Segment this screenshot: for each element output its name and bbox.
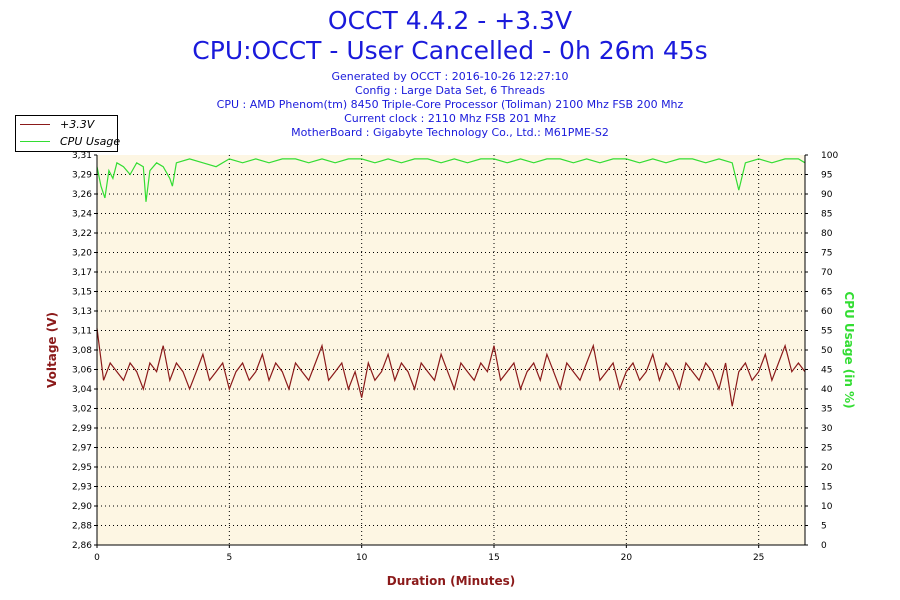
info-clock: Current clock : 2110 Mhz FSB 201 Mhz: [344, 112, 556, 125]
legend-label-cpu-usage: CPU Usage: [60, 135, 121, 148]
y2-tick-label: 10: [821, 502, 833, 512]
y-tick-label: 3,26: [72, 190, 92, 200]
y-tick-label: 3,08: [72, 346, 92, 356]
legend-label-voltage: +3.3V: [60, 118, 95, 131]
x-tick-label: 0: [94, 553, 100, 563]
series-line-cpu-usage: [96, 158, 806, 202]
x-tick-label: 5: [226, 553, 232, 563]
tick-labels: 2,86 02,88 52,90 102,93 152,95 202,97 252,99 30…: [72, 151, 838, 563]
info-motherboard: MotherBoard : Gigabyte Technology Co., L…: [291, 126, 609, 139]
y2-tick-label: 50: [821, 346, 833, 356]
y2-tick-label: 85: [821, 210, 832, 220]
y2-tick-label: 45: [821, 366, 832, 376]
y2-tick-label: 100: [821, 151, 838, 161]
legend-item-cpu-usage: CPU Usage: [20, 134, 120, 150]
legend-swatch-voltage: [20, 124, 50, 125]
y-tick-label: 3,17: [72, 268, 92, 278]
info-generated: Generated by OCCT : 2016-10-26 12:27:10: [331, 70, 569, 83]
y2-tick-label: 15: [821, 483, 832, 493]
y2-tick-label: 35: [821, 405, 832, 415]
y-tick-label: 2,90: [72, 502, 92, 512]
y2-tick-label: 60: [821, 307, 833, 317]
y2-tick-label: 40: [821, 385, 833, 395]
y2-tick-label: 30: [821, 424, 833, 434]
y-tick-label: 3,20: [72, 249, 92, 259]
chart-title: OCCT 4.4.2 - +3.3V: [327, 6, 573, 35]
grid-lines: [97, 155, 805, 545]
series-lines: [96, 158, 806, 407]
y-axis-label: Voltage (V): [45, 312, 59, 388]
y-tick-label: 3,22: [72, 229, 92, 239]
legend: +3.3V CPU Usage: [15, 115, 120, 152]
y2-tick-label: 95: [821, 171, 832, 181]
x-tick-label: 25: [753, 553, 764, 563]
series-line-voltage: [96, 328, 806, 407]
legend-item-voltage: +3.3V: [20, 117, 116, 133]
x-axis-label: Duration (Minutes): [387, 574, 515, 588]
y-tick-label: 3,29: [72, 171, 92, 181]
y-tick-label: 2,99: [72, 424, 92, 434]
y-tick-label: 3,06: [72, 366, 92, 376]
y2-tick-label: 75: [821, 249, 832, 259]
y-tick-label: 2,88: [72, 522, 92, 532]
y2-tick-label: 90: [821, 190, 833, 200]
y2-tick-label: 80: [821, 229, 833, 239]
y-tick-label: 3,11: [72, 327, 92, 337]
y-tick-label: 2,97: [72, 444, 92, 454]
y2-tick-label: 55: [821, 327, 832, 337]
x-tick-label: 20: [621, 553, 633, 563]
plot-area: [97, 155, 805, 545]
y2-tick-label: 0: [821, 541, 827, 551]
y-tick-label: 3,02: [72, 405, 92, 415]
info-cpu: CPU : AMD Phenom(tm) 8450 Triple-Core Pr…: [216, 98, 684, 111]
y2-tick-label: 25: [821, 444, 832, 454]
info-config: Config : Large Data Set, 6 Threads: [355, 84, 545, 97]
x-tick-label: 10: [356, 553, 368, 563]
y-tick-label: 2,95: [72, 463, 92, 473]
axes: [94, 154, 808, 548]
y-tick-label: 3,13: [72, 307, 92, 317]
legend-swatch-cpu-usage: [20, 141, 50, 142]
y2-axis-label: CPU Usage (in %): [842, 291, 856, 408]
y-tick-label: 3,24: [72, 210, 92, 220]
y2-tick-label: 65: [821, 288, 832, 298]
y-tick-label: 3,31: [72, 151, 92, 161]
chart-subtitle: CPU:OCCT - User Cancelled - 0h 26m 45s: [192, 36, 708, 65]
y2-tick-label: 5: [821, 522, 827, 532]
y2-tick-label: 20: [821, 463, 833, 473]
y-tick-label: 2,86: [72, 541, 92, 551]
y2-tick-label: 70: [821, 268, 833, 278]
x-tick-label: 15: [488, 553, 499, 563]
y-tick-label: 2,93: [72, 483, 92, 493]
y-tick-label: 3,04: [72, 385, 92, 395]
y-tick-label: 3,15: [72, 288, 92, 298]
